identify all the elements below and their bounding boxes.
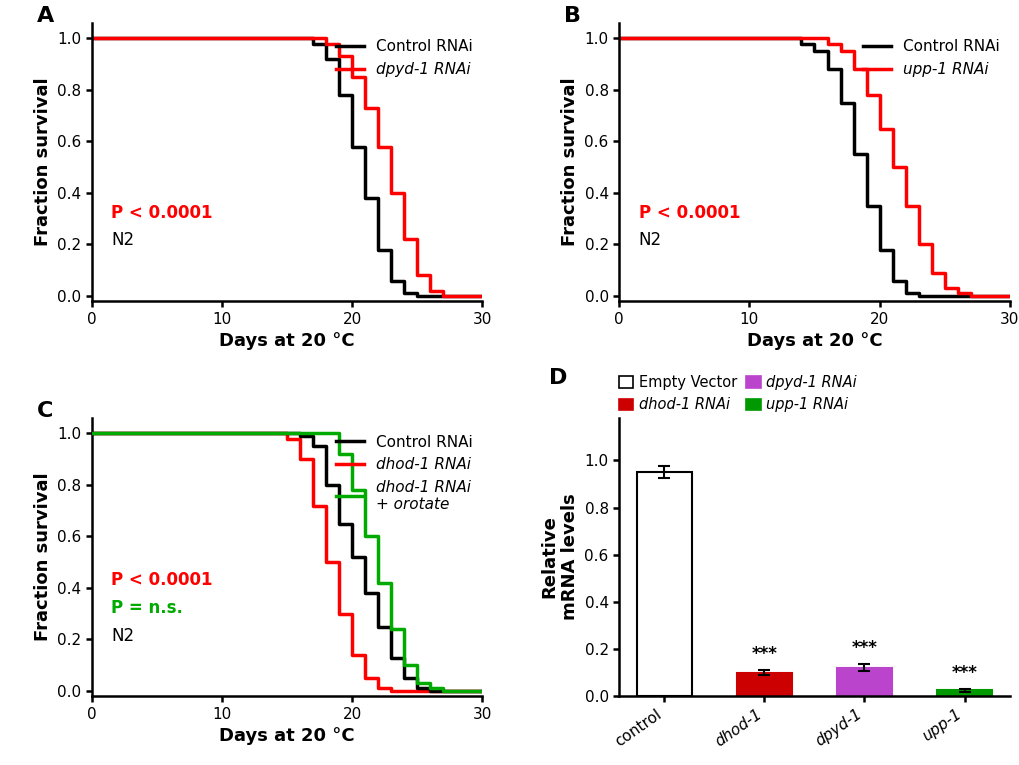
Text: N2: N2 <box>111 627 135 645</box>
Bar <box>936 690 991 696</box>
Text: B: B <box>564 6 581 26</box>
Bar <box>737 672 791 696</box>
Legend: Control RNAi, dpyd-1 RNAi: Control RNAi, dpyd-1 RNAi <box>330 34 478 83</box>
X-axis label: Days at 20 °C: Days at 20 °C <box>219 332 355 350</box>
Text: ***: *** <box>751 645 776 662</box>
Bar <box>636 472 691 696</box>
Y-axis label: Fraction survival: Fraction survival <box>34 473 52 641</box>
Bar <box>837 668 892 696</box>
Text: C: C <box>37 402 53 422</box>
Text: P < 0.0001: P < 0.0001 <box>111 571 213 589</box>
Text: P = n.s.: P = n.s. <box>111 599 183 617</box>
X-axis label: Days at 20 °C: Days at 20 °C <box>746 332 881 350</box>
Text: A: A <box>37 6 54 26</box>
Legend: Empty Vector, dhod-1 RNAi, dpyd-1 RNAi, upp-1 RNAi: Empty Vector, dhod-1 RNAi, dpyd-1 RNAi, … <box>619 375 856 412</box>
Text: ***: *** <box>851 640 876 657</box>
Text: N2: N2 <box>638 232 661 249</box>
Legend: Control RNAi, upp-1 RNAi: Control RNAi, upp-1 RNAi <box>857 34 1005 83</box>
Text: ***: *** <box>951 664 976 682</box>
Y-axis label: Fraction survival: Fraction survival <box>560 78 579 246</box>
Text: P < 0.0001: P < 0.0001 <box>111 203 213 222</box>
Legend: Control RNAi, dhod-1 RNAi, dhod-1 RNAi
+ orotate: Control RNAi, dhod-1 RNAi, dhod-1 RNAi +… <box>330 428 478 519</box>
Text: P < 0.0001: P < 0.0001 <box>638 203 740 222</box>
Text: D: D <box>548 368 567 388</box>
Y-axis label: Fraction survival: Fraction survival <box>34 78 52 246</box>
Text: N2: N2 <box>111 232 135 249</box>
X-axis label: Days at 20 °C: Days at 20 °C <box>219 727 355 745</box>
Y-axis label: Relative
mRNA levels: Relative mRNA levels <box>540 493 579 620</box>
